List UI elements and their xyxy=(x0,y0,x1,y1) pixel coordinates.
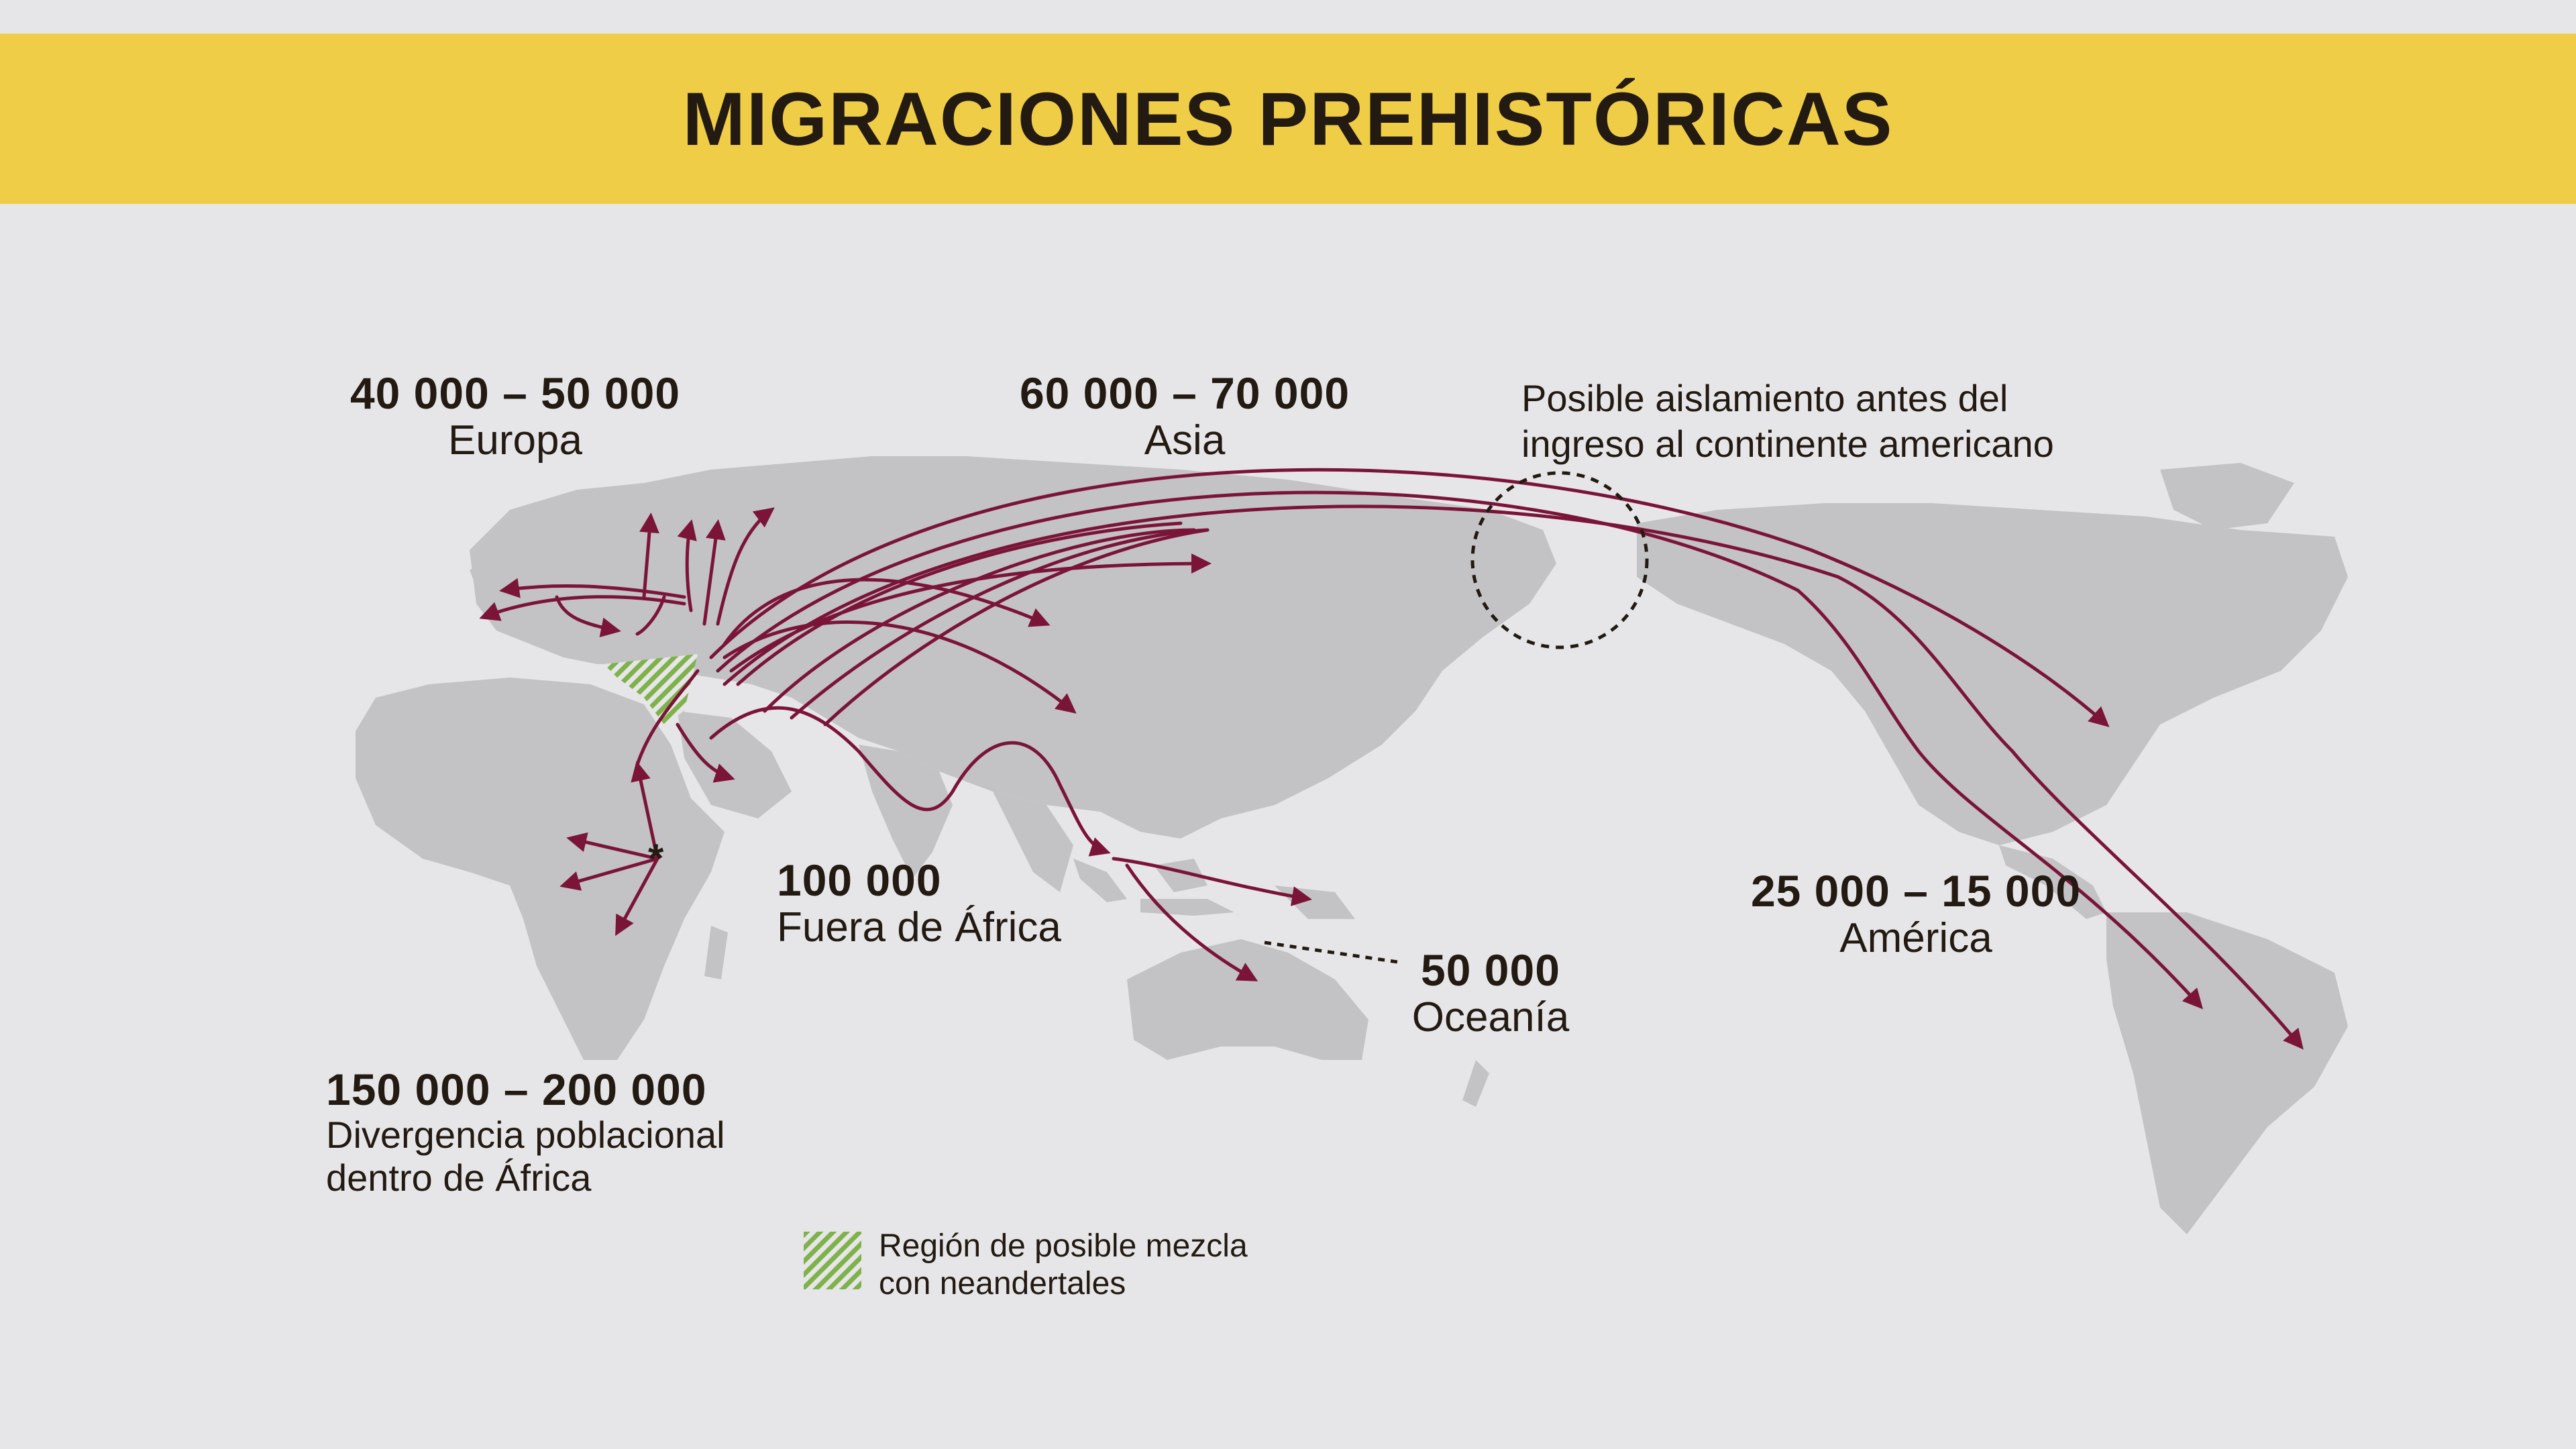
oceania-leader-line xyxy=(1264,941,1403,965)
route-asia-east-1 xyxy=(736,521,1183,686)
label-oceania-name: Oceanía xyxy=(1411,994,1570,1040)
southeast-asia-landmass xyxy=(993,792,1073,892)
route-africa-north xyxy=(631,761,659,861)
legend-text: Región de posible mezcla con neandertale… xyxy=(879,1228,1248,1303)
label-america: 25 000 – 15 000 América xyxy=(1751,867,2081,962)
label-america-name: América xyxy=(1839,915,1992,961)
south-america-landmass xyxy=(2106,912,2348,1234)
new-zealand-islands xyxy=(1462,1060,1489,1107)
isolation-circle xyxy=(1470,471,1649,649)
legend-line2: con neandertales xyxy=(879,1266,1126,1301)
indonesia-islands xyxy=(1073,859,1355,919)
africa-landmass xyxy=(356,678,724,1060)
route-africa-west-2 xyxy=(559,857,659,891)
label-asia-name: Asia xyxy=(1144,417,1226,464)
legend-line1: Región de posible mezcla xyxy=(879,1228,1248,1264)
label-africa-divergence-line1: Divergencia poblacional xyxy=(326,1114,725,1156)
route-levant xyxy=(635,669,700,767)
route-asia-east-2 xyxy=(763,528,1196,713)
migration-routes xyxy=(479,468,2304,1050)
label-europa: 40 000 – 50 000 Europa xyxy=(350,369,680,464)
route-oceania-australia xyxy=(1125,863,1258,981)
route-europe-balkans xyxy=(555,595,621,637)
route-asia-east-4 xyxy=(823,528,1210,727)
neanderthal-hatch-swatch xyxy=(804,1232,861,1289)
route-europe-north-2 xyxy=(677,519,697,612)
route-asia-north xyxy=(722,578,1051,646)
british-isles xyxy=(470,557,500,604)
isolation-note-line1: Posible aislamiento antes del xyxy=(1521,377,2008,419)
label-america-years: 25 000 – 15 000 xyxy=(1750,866,2082,916)
madagascar-landmass xyxy=(704,926,728,979)
title-banner: MIGRACIONES PREHISTÓRICAS xyxy=(0,34,2576,204)
route-europe-north-3 xyxy=(702,519,726,626)
label-asia-years: 60 000 – 70 000 xyxy=(1019,368,1350,418)
route-america-west xyxy=(716,490,2204,1010)
label-oceania-years: 50 000 xyxy=(1421,945,1560,995)
label-africa-divergence: 150 000 – 200 000 Divergencia poblaciona… xyxy=(326,1065,725,1199)
isolation-note: Posible aislamiento antes del ingreso al… xyxy=(1521,376,2054,467)
route-europe-west xyxy=(479,595,686,621)
route-europe-north-4 xyxy=(716,507,775,626)
route-asia-central xyxy=(722,621,1077,714)
route-africa-south xyxy=(615,857,659,936)
route-arabia xyxy=(676,722,735,783)
map-title: MIGRACIONES PREHISTÓRICAS xyxy=(682,76,1894,161)
isolation-note-line2: ingreso al continente americano xyxy=(1521,423,2054,465)
origin-asterisk: * xyxy=(648,836,664,881)
route-asia-east-3 xyxy=(790,528,1210,720)
label-europa-name: Europa xyxy=(448,417,582,464)
legend: Región de posible mezcla con neandertale… xyxy=(804,1228,1248,1303)
greenland-landmass xyxy=(2160,463,2294,530)
route-europe-north-1 xyxy=(639,513,659,599)
north-america-landmass xyxy=(1637,503,2348,845)
label-africa-divergence-years: 150 000 – 200 000 xyxy=(326,1065,707,1114)
central-america-landmass xyxy=(1999,845,2106,919)
route-coastal-south xyxy=(709,706,1111,857)
route-america-north xyxy=(709,468,2110,727)
japan-islands xyxy=(1261,657,1308,738)
label-out-of-africa-name: Fuera de África xyxy=(777,904,1061,951)
label-africa-divergence-line2: dentro de África xyxy=(326,1157,592,1199)
label-out-of-africa: 100 000 Fuera de África xyxy=(777,856,1061,951)
route-america-east xyxy=(722,504,2304,1050)
route-europe-central xyxy=(499,578,686,599)
route-oceania-east xyxy=(1112,857,1312,906)
australia-landmass xyxy=(1127,939,1368,1060)
label-europa-years: 40 000 – 50 000 xyxy=(350,368,681,418)
route-europe-balkan-2 xyxy=(635,595,666,636)
label-out-of-africa-years: 100 000 xyxy=(777,855,942,905)
label-oceania: 50 000 Oceanía xyxy=(1412,946,1569,1041)
route-africa-west-1 xyxy=(566,832,659,861)
neanderthal-mixing-region xyxy=(604,654,698,724)
label-asia: 60 000 – 70 000 Asia xyxy=(1020,369,1350,464)
